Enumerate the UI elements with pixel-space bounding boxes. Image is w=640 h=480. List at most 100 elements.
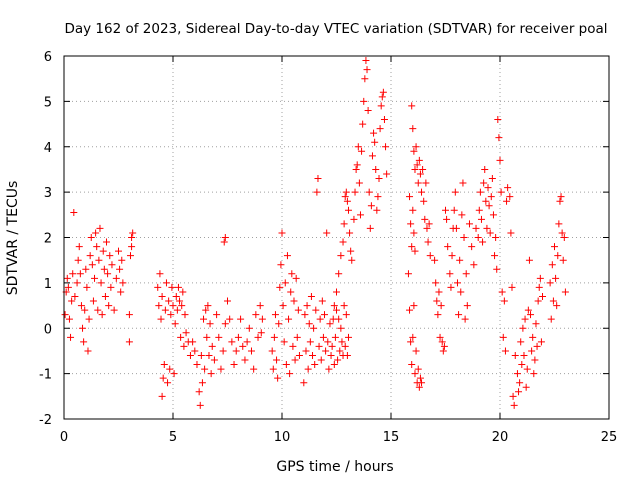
data-point	[455, 311, 463, 319]
data-point	[65, 315, 73, 323]
data-point	[207, 370, 215, 378]
data-point	[362, 57, 370, 65]
data-point	[341, 342, 349, 350]
data-point	[307, 292, 315, 300]
data-point	[70, 209, 78, 217]
data-point	[179, 288, 187, 296]
data-point	[112, 274, 120, 282]
data-point	[276, 283, 284, 291]
data-point	[356, 211, 364, 219]
data-point	[517, 338, 525, 346]
data-point	[269, 365, 277, 373]
data-point	[180, 342, 188, 350]
data-point	[558, 229, 566, 237]
data-point	[489, 211, 497, 219]
data-point	[173, 306, 181, 314]
data-point	[425, 220, 433, 228]
data-point	[204, 302, 212, 310]
x-tick-label: 10	[274, 430, 291, 445]
data-point	[226, 315, 234, 323]
data-point	[243, 338, 251, 346]
data-point	[375, 175, 383, 183]
data-point	[379, 88, 387, 96]
data-point	[559, 256, 567, 264]
data-point	[213, 311, 221, 319]
data-point	[560, 234, 568, 241]
data-point	[305, 320, 313, 328]
data-point	[208, 342, 216, 350]
data-point	[155, 302, 163, 310]
data-point	[407, 220, 415, 228]
data-point	[440, 342, 448, 350]
data-point	[106, 252, 114, 260]
y-tick-label: 5	[44, 95, 52, 110]
data-point	[217, 365, 225, 373]
data-point	[376, 125, 384, 133]
data-point	[304, 365, 312, 373]
data-point	[245, 324, 253, 332]
y-tick-label: 2	[44, 232, 52, 247]
data-point	[496, 156, 504, 164]
data-point	[311, 361, 319, 369]
data-point	[519, 324, 527, 332]
data-point	[359, 120, 367, 128]
data-point	[164, 379, 172, 387]
data-point	[431, 256, 439, 264]
x-axis-label: GPS time / hours	[276, 459, 393, 475]
data-point	[410, 147, 418, 155]
data-point	[367, 202, 375, 210]
data-point	[172, 292, 180, 300]
data-point	[219, 347, 227, 355]
data-point	[221, 320, 229, 328]
data-point	[380, 116, 388, 124]
data-point	[193, 361, 201, 369]
data-point	[288, 270, 296, 278]
data-point	[465, 220, 473, 228]
data-point	[103, 238, 111, 246]
data-point	[69, 270, 77, 278]
data-point	[533, 342, 541, 350]
data-point	[201, 365, 209, 373]
data-point	[501, 347, 509, 355]
data-point	[360, 97, 368, 105]
data-point	[537, 338, 545, 346]
data-point	[73, 279, 81, 287]
data-point	[499, 333, 507, 341]
data-point	[343, 351, 351, 359]
data-point	[178, 302, 186, 310]
data-point	[407, 338, 415, 346]
data-point	[256, 302, 264, 310]
data-point	[416, 170, 424, 178]
data-point	[71, 292, 79, 300]
data-point	[435, 288, 443, 296]
data-point	[99, 247, 107, 255]
data-point	[91, 274, 99, 282]
data-point	[166, 365, 174, 373]
data-point	[92, 229, 100, 237]
data-point	[174, 283, 182, 291]
data-point	[119, 279, 127, 287]
data-point	[334, 356, 342, 364]
data-point	[426, 252, 434, 260]
axis-ticks: 0 5 10 15 20 25 -2 -1 0 1 2 3 4 5 6	[39, 50, 617, 445]
data-point	[162, 279, 170, 287]
data-point	[408, 243, 416, 251]
grid-lines	[64, 56, 609, 419]
data-point	[128, 243, 136, 251]
data-point	[404, 270, 412, 278]
data-point	[361, 75, 369, 83]
data-point	[282, 361, 290, 369]
data-point	[94, 306, 102, 314]
data-point	[412, 143, 420, 151]
data-point	[165, 297, 173, 305]
data-point	[415, 383, 423, 391]
data-point	[168, 283, 176, 291]
data-point	[522, 383, 530, 391]
data-point	[547, 315, 555, 323]
data-point	[415, 156, 423, 164]
data-point	[421, 215, 429, 223]
data-point	[195, 388, 203, 396]
data-point	[79, 324, 87, 332]
data-point	[186, 351, 194, 359]
chart-title: Day 162 of 2023, Sidereal Day-to-day VTE…	[64, 21, 607, 37]
